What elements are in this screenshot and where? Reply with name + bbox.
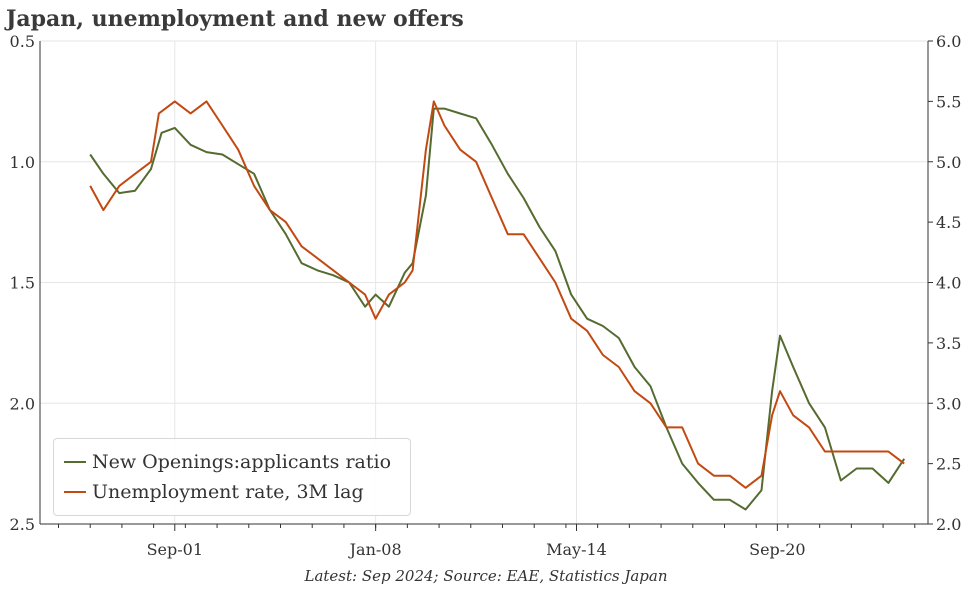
x-tick-label: Jan-08 bbox=[348, 540, 402, 559]
legend-swatch-offers bbox=[64, 461, 86, 463]
y-left-tick-label: 1.0 bbox=[10, 153, 35, 172]
y-left-tick-label: 0.5 bbox=[10, 32, 35, 51]
y-right-tick-label: 3.0 bbox=[936, 394, 961, 413]
y-right-tick-label: 6.0 bbox=[936, 32, 961, 51]
y-right-tick-label: 5.5 bbox=[936, 92, 961, 111]
legend-label-unemployment: Unemployment rate, 3M lag bbox=[92, 481, 364, 503]
y-right-tick-label: 2.0 bbox=[936, 515, 961, 534]
legend-label-offers: New Openings:applicants ratio bbox=[92, 451, 392, 473]
legend-swatch-unemployment bbox=[64, 491, 86, 493]
y-right-tick-label: 4.0 bbox=[936, 274, 961, 293]
y-right-tick-label: 4.5 bbox=[936, 213, 961, 232]
x-tick-label: May-14 bbox=[546, 540, 607, 559]
legend: New Openings:applicants ratio Unemployme… bbox=[53, 438, 411, 516]
y-right-tick-label: 2.5 bbox=[936, 455, 961, 474]
legend-item-offers: New Openings:applicants ratio bbox=[64, 447, 391, 477]
series-line-offers bbox=[89, 107, 906, 511]
y-right-tick-label: 3.5 bbox=[936, 334, 961, 353]
x-tick-label: Sep-20 bbox=[749, 540, 805, 559]
source-note: Latest: Sep 2024; Source: EAE, Statistic… bbox=[304, 567, 668, 585]
axes: 0.5 1.0 1.5 2.0 2.5 6.0 5.5 5.0 4.5 4.0 3.5 3.0 2.5 2… bbox=[10, 32, 962, 559]
y-left-tick-label: 2.0 bbox=[10, 394, 35, 413]
legend-item-unemployment: Unemployment rate, 3M lag bbox=[64, 477, 364, 507]
series-lines bbox=[89, 100, 906, 511]
y-left-tick-label: 1.5 bbox=[10, 274, 35, 293]
series-line-unemployment bbox=[89, 100, 905, 489]
x-tick-label: Sep-01 bbox=[147, 540, 203, 559]
chart-title: Japan, unemployment and new offers bbox=[6, 6, 464, 32]
y-left-tick-label: 2.5 bbox=[10, 515, 35, 534]
y-right-tick-label: 5.0 bbox=[936, 153, 961, 172]
